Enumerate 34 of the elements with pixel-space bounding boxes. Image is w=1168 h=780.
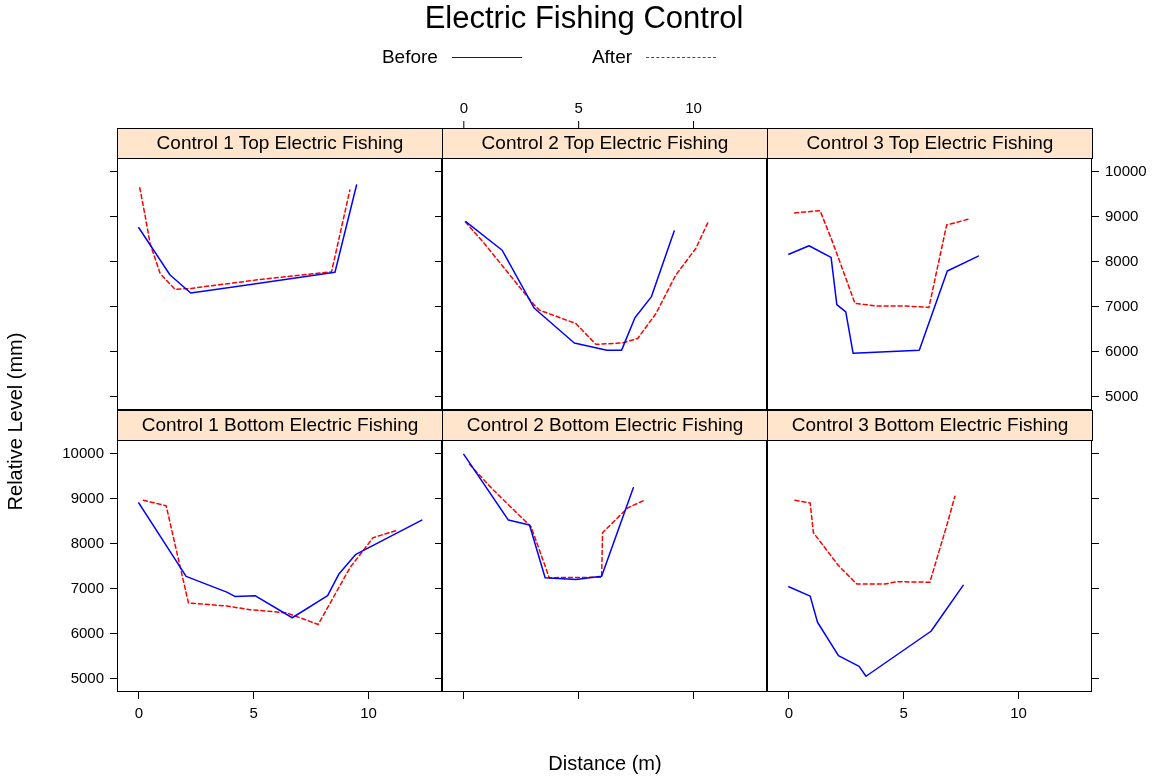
x-axis-title: Distance (m) bbox=[547, 752, 663, 775]
y-tick-label: 8000 bbox=[70, 533, 104, 551]
y-tick-label: 10000 bbox=[1105, 161, 1147, 179]
x-tick-label: 5 bbox=[574, 99, 583, 117]
x-tick-label: 0 bbox=[134, 704, 143, 722]
y-tick-label: 7000 bbox=[1105, 296, 1139, 314]
x-tick-label: 10 bbox=[685, 99, 702, 117]
legend-label: After bbox=[591, 46, 633, 68]
line-series bbox=[793, 209, 969, 309]
x-tick-label: 0 bbox=[784, 704, 793, 722]
x-tick-label: 0 bbox=[459, 99, 468, 117]
y-tick-label: 6000 bbox=[1105, 341, 1139, 359]
y-tick-label: 5000 bbox=[1105, 386, 1139, 404]
chart-title: Control 2 Top Electric Fishing bbox=[442, 128, 768, 159]
y-tick-label: 7000 bbox=[70, 578, 104, 596]
x-tick-label: 10 bbox=[1010, 704, 1027, 722]
legend-label: Before bbox=[381, 46, 438, 68]
chart-title: Control 1 Top Electric Fishing bbox=[117, 128, 443, 159]
y-tick-label: 5000 bbox=[70, 668, 104, 686]
chart-title: Control 1 Bottom Electric Fishing bbox=[117, 410, 443, 441]
y-axis-title: Relative Level (mm) bbox=[3, 331, 27, 513]
text: Electric Fishing Control bbox=[423, 0, 745, 36]
y-tick-label: 9000 bbox=[1105, 206, 1139, 224]
y-tick-label: 9000 bbox=[70, 488, 104, 506]
line-series bbox=[142, 499, 399, 626]
chart-title: Control 3 Bottom Electric Fishing bbox=[767, 410, 1093, 441]
x-tick-label: 10 bbox=[360, 704, 377, 722]
y-tick-label: 8000 bbox=[1105, 251, 1139, 269]
chart-title: Control 2 Bottom Electric Fishing bbox=[442, 410, 768, 441]
chart-title: Control 3 Top Electric Fishing bbox=[767, 128, 1093, 159]
y-tick-label: 6000 bbox=[70, 623, 104, 641]
x-tick-label: 5 bbox=[899, 704, 908, 722]
x-tick-label: 5 bbox=[249, 704, 258, 722]
y-tick-label: 10000 bbox=[62, 443, 104, 461]
